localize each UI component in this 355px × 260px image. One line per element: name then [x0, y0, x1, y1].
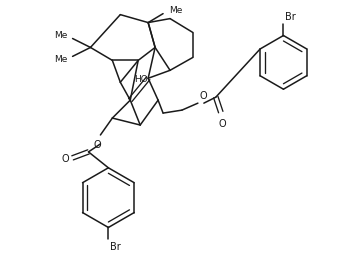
Text: Me: Me: [54, 55, 67, 64]
Text: O: O: [219, 119, 226, 129]
Text: Br: Br: [110, 242, 121, 252]
Text: O: O: [200, 91, 208, 101]
Text: HO: HO: [135, 75, 148, 84]
Text: Me: Me: [54, 31, 67, 40]
Text: O: O: [62, 154, 70, 164]
Text: O: O: [94, 140, 101, 150]
Text: Me: Me: [169, 6, 182, 15]
Text: Br: Br: [285, 12, 296, 22]
